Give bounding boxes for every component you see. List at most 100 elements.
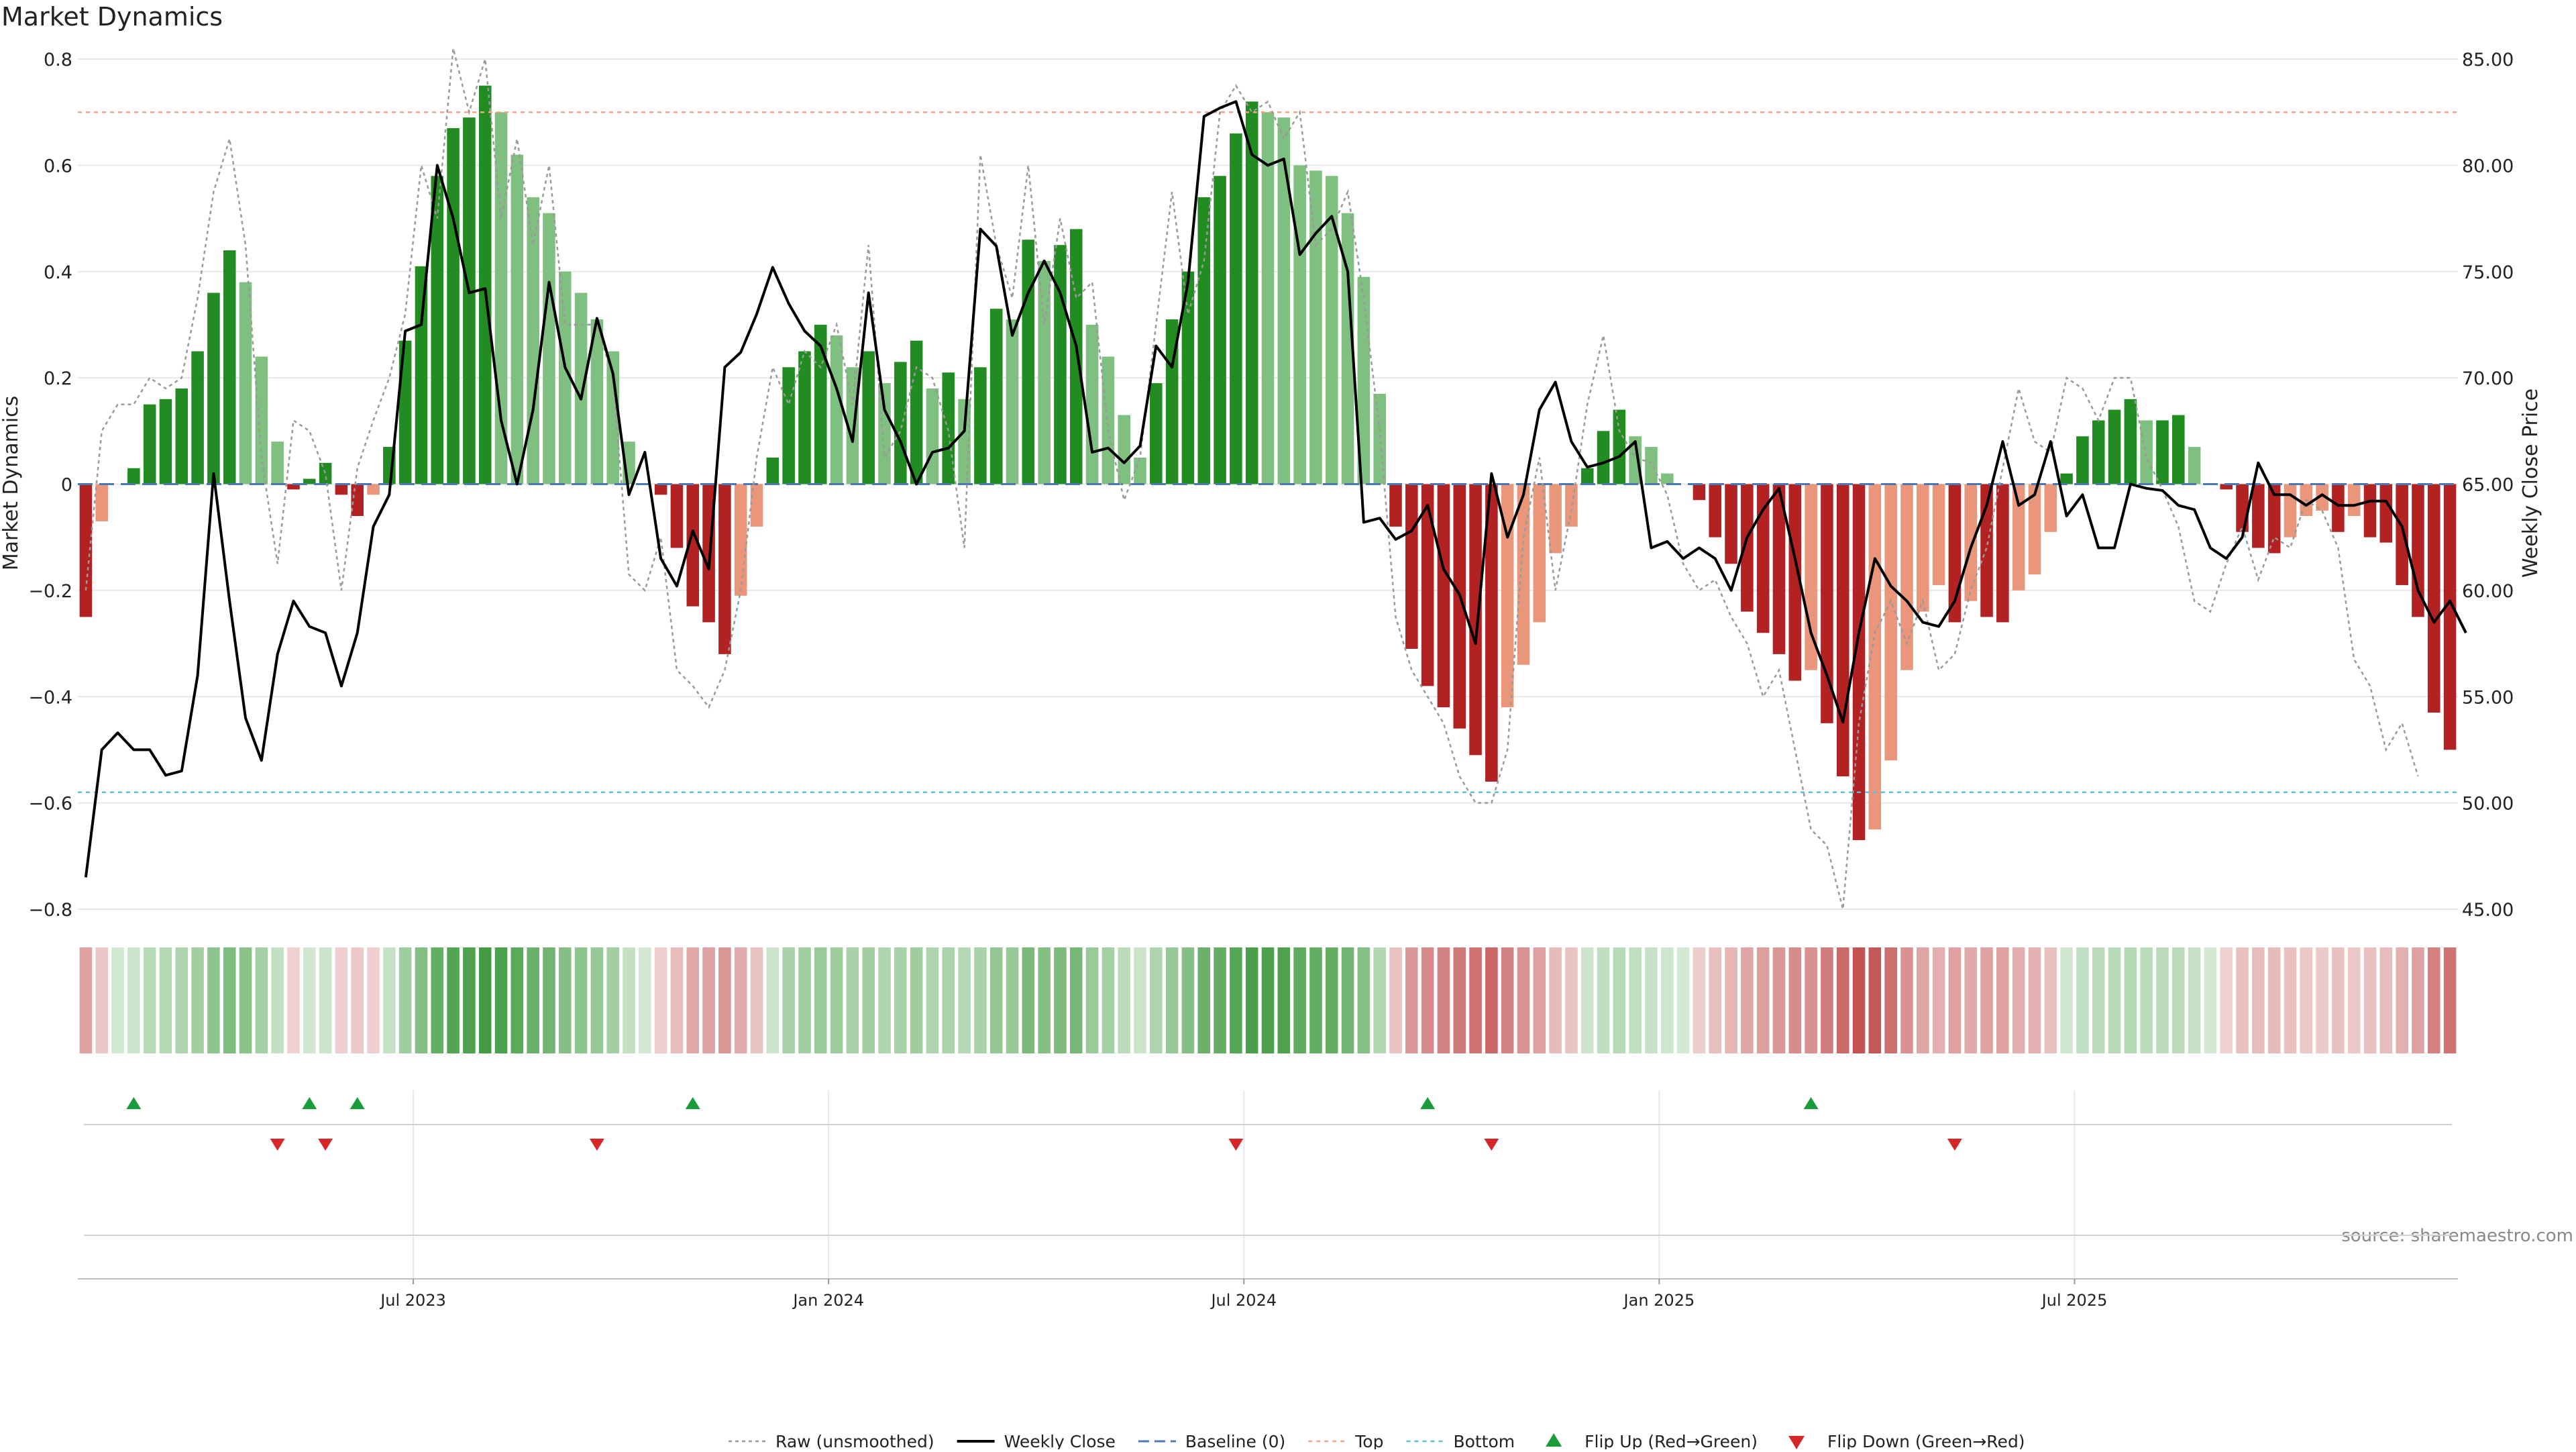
dynamics-bar: [175, 388, 189, 484]
dynamics-bar: [1900, 484, 1913, 670]
legend-item: Weekly Close: [957, 1432, 1116, 1451]
heat-strip-cell: [2044, 947, 2057, 1053]
flip-up-marker: [685, 1097, 700, 1109]
heat-strip-cell: [1788, 947, 1802, 1053]
dynamics-bar: [1517, 484, 1530, 665]
heat-strip-cell: [415, 947, 428, 1053]
dynamics-bar: [1741, 484, 1754, 612]
dynamics-bar: [143, 404, 156, 484]
heat-strip-cell: [766, 947, 780, 1053]
heat-strip-cell: [2172, 947, 2185, 1053]
dynamics-bar: [1373, 393, 1386, 484]
heat-strip-cell: [2140, 947, 2153, 1053]
heat-strip-cell: [2076, 947, 2089, 1053]
heat-strip-cell: [79, 947, 93, 1053]
dynamics-bar: [878, 383, 891, 484]
dynamics-bar: [2108, 409, 2121, 484]
heat-strip-cell: [1485, 947, 1498, 1053]
dynamics-bar: [1006, 319, 1019, 484]
heat-strip-cell: [2156, 947, 2169, 1053]
dynamics-bar: [2092, 420, 2105, 484]
heat-strip-cell: [1006, 947, 1019, 1053]
heat-strip-cell: [1501, 947, 1514, 1053]
dynamics-bar: [447, 127, 460, 484]
legend-label: Flip Up (Red→Green): [1585, 1432, 1758, 1449]
dynamics-bar: [2188, 447, 2201, 484]
flip-down-marker: [318, 1139, 333, 1151]
y-left-tick-label: 0.8: [44, 50, 72, 70]
dynamics-bar: [766, 457, 780, 484]
legend-flip-down-icon: [1788, 1436, 1805, 1449]
heat-strip-cell: [942, 947, 955, 1053]
dynamics-bar: [431, 176, 444, 484]
heat-strip-cell: [191, 947, 204, 1053]
legend-item: Baseline (0): [1138, 1432, 1285, 1451]
heat-strip-cell: [846, 947, 859, 1053]
heat-strip-cell: [814, 947, 827, 1053]
y-right-tick-label: 55.00: [2462, 687, 2514, 708]
y-left-tick-label: 0.6: [44, 156, 72, 176]
legend-item: Flip Up (Red→Green): [1546, 1432, 1758, 1451]
heat-strip-cell: [1884, 947, 1897, 1053]
heat-strip-cell: [127, 947, 140, 1053]
y-right-tick-label: 70.00: [2462, 368, 2514, 389]
heat-strip-cell: [159, 947, 172, 1053]
dynamics-bar: [543, 213, 555, 484]
dynamics-bar: [2236, 484, 2249, 532]
dynamics-bar: [1389, 484, 1402, 527]
legend-item: Raw (unsmoothed): [729, 1432, 934, 1451]
heat-strip-cell: [702, 947, 715, 1053]
dynamics-bar: [782, 367, 795, 484]
heat-strip-cell: [926, 947, 939, 1053]
dynamics-bar: [606, 351, 619, 484]
legend-item: Flip Down (Green→Red): [1788, 1432, 2025, 1451]
dynamics-bar: [463, 117, 476, 484]
heat-strip-cell: [1261, 947, 1275, 1053]
heat-strip-cell: [2347, 947, 2361, 1053]
heat-strip-cell: [1629, 947, 1642, 1053]
dynamics-bar: [1549, 484, 1562, 554]
dynamics-bar: [1597, 431, 1610, 484]
heat-strip-cell: [1964, 947, 1978, 1053]
heat-strip-cell: [750, 947, 763, 1053]
heat-strip-cell: [527, 947, 539, 1053]
heat-strip-cell: [1980, 947, 1993, 1053]
heat-strip-cell: [1469, 947, 1482, 1053]
heat-strip-cell: [2108, 947, 2121, 1053]
dynamics-bar: [1437, 484, 1450, 708]
dynamics-bar: [830, 335, 843, 484]
heat-strip-cell: [111, 947, 124, 1053]
legend-label: Raw (unsmoothed): [775, 1432, 934, 1449]
dynamics-bar: [1038, 260, 1051, 484]
heat-strip-cell: [2332, 947, 2345, 1053]
heat-strip-cell: [1437, 947, 1450, 1053]
dynamics-bar: [303, 478, 316, 484]
dynamics-bar: [958, 399, 971, 484]
heat-strip-cell: [1741, 947, 1754, 1053]
flip-up-marker: [1803, 1097, 1819, 1109]
heat-strip-cell: [1676, 947, 1690, 1053]
dynamics-bar: [590, 319, 604, 484]
legend-item: Top: [1308, 1432, 1383, 1451]
dynamics-bar: [2252, 484, 2265, 548]
heat-strip-cell: [1917, 947, 1929, 1053]
heat-strip-cell: [543, 947, 555, 1053]
heat-strip-cell: [2316, 947, 2328, 1053]
heat-strip-cell: [207, 947, 220, 1053]
dynamics-bar: [654, 484, 667, 495]
heat-strip-cell: [335, 947, 348, 1053]
heat-strip-cell: [447, 947, 460, 1053]
y-left-tick-label: 0.4: [44, 262, 72, 283]
heat-strip-cell: [1341, 947, 1354, 1053]
heat-strip-cell: [1165, 947, 1179, 1053]
dynamics-bar: [159, 399, 172, 484]
dynamics-bar: [1341, 213, 1354, 484]
heat-strip-cell: [95, 947, 109, 1053]
heat-strip-cell: [1580, 947, 1594, 1053]
heat-strip-cell: [2427, 947, 2440, 1053]
heat-strip-cell: [2396, 947, 2408, 1053]
dynamics-bar: [1405, 484, 1418, 649]
y-left-tick-label: 0.2: [44, 368, 72, 389]
dynamics-bar: [1181, 271, 1195, 484]
flip-down-marker: [1484, 1139, 1499, 1151]
